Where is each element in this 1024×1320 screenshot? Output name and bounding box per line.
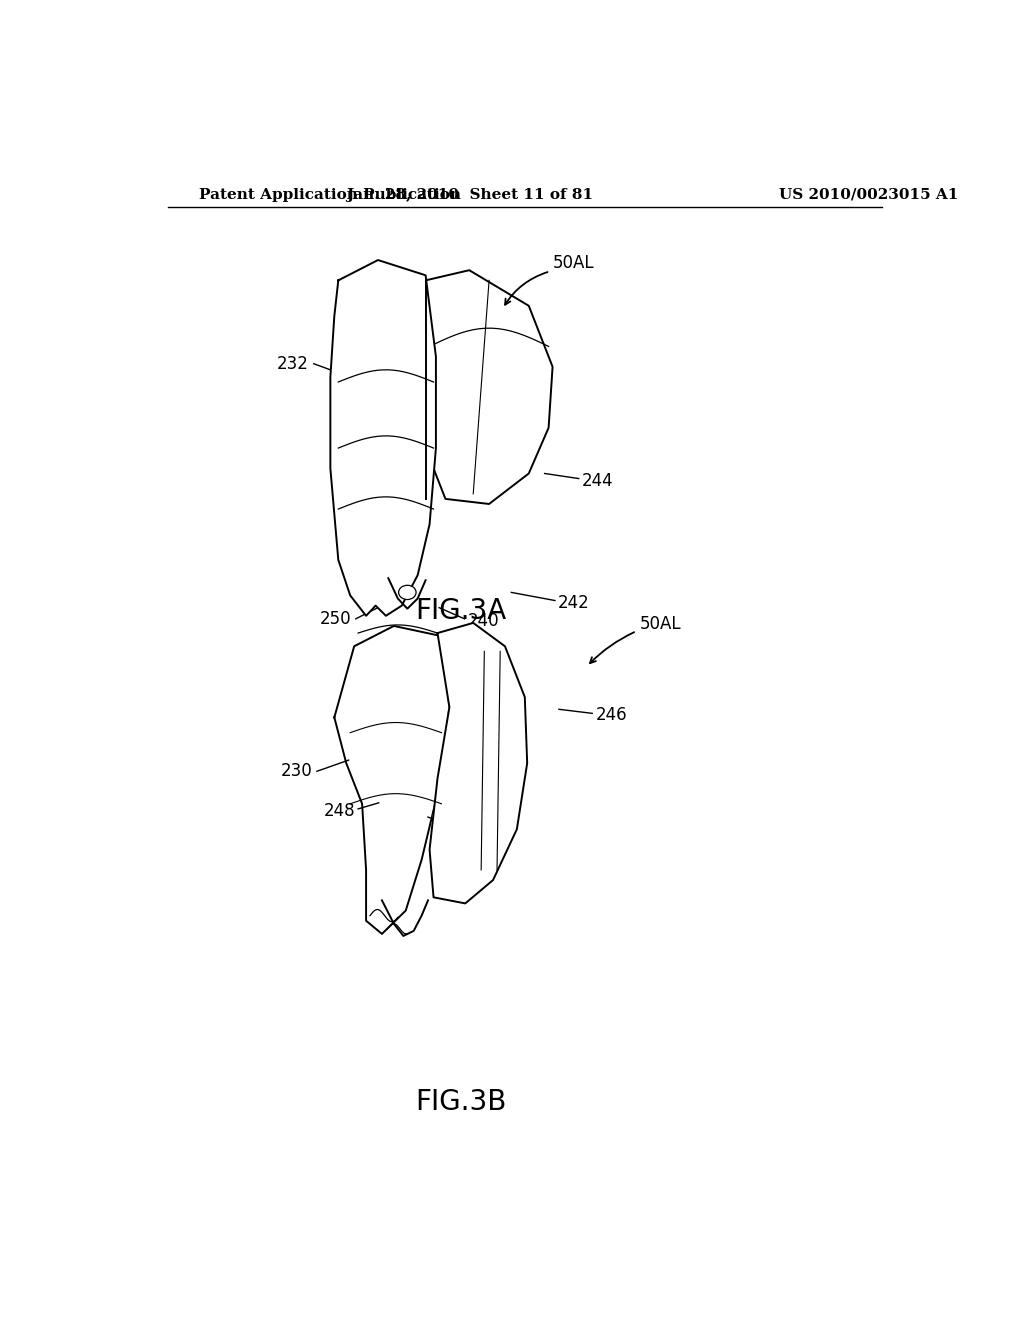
- Polygon shape: [331, 260, 436, 615]
- Ellipse shape: [398, 585, 416, 599]
- Text: 232: 232: [278, 355, 309, 372]
- Text: 246: 246: [596, 706, 628, 725]
- Text: 248: 248: [324, 803, 355, 820]
- Text: Jan. 28, 2010  Sheet 11 of 81: Jan. 28, 2010 Sheet 11 of 81: [346, 187, 593, 202]
- Text: 50AL: 50AL: [640, 615, 682, 632]
- Text: 50AL: 50AL: [553, 253, 594, 272]
- Polygon shape: [426, 271, 553, 504]
- Text: 250: 250: [321, 610, 352, 628]
- Text: US 2010/0023015 A1: US 2010/0023015 A1: [778, 187, 958, 202]
- Polygon shape: [430, 623, 527, 903]
- Polygon shape: [334, 626, 450, 935]
- Text: FIG.3A: FIG.3A: [416, 597, 507, 624]
- Text: 240: 240: [468, 612, 500, 630]
- Text: 244: 244: [582, 471, 613, 490]
- Text: 230: 230: [282, 762, 313, 780]
- Text: FIG.3B: FIG.3B: [416, 1088, 507, 1115]
- Text: 242: 242: [558, 594, 590, 611]
- Text: Patent Application Publication: Patent Application Publication: [200, 187, 462, 202]
- Text: 240: 240: [456, 820, 487, 838]
